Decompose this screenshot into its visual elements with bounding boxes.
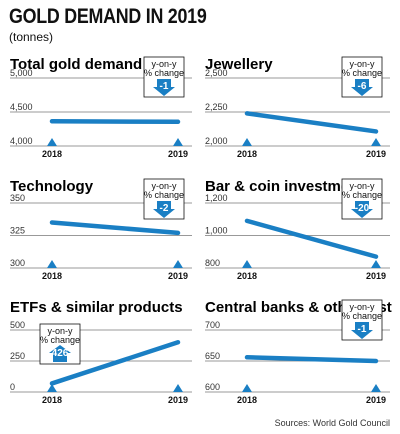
x-tick-label: 2018 — [237, 149, 257, 159]
x-tick-label: 2019 — [168, 395, 188, 405]
x-tick-label: 2019 — [168, 149, 188, 159]
x-tick-marker — [242, 260, 252, 268]
x-tick-marker — [47, 260, 57, 268]
y-tick-label: 800 — [205, 258, 220, 268]
series-line — [49, 118, 181, 125]
x-tick-label: 2018 — [42, 395, 62, 405]
change-label: y-on-y — [47, 326, 73, 336]
change-label: y-on-y — [349, 59, 375, 69]
change-box — [341, 299, 383, 341]
x-tick-label: 2018 — [237, 271, 257, 281]
series-line — [49, 340, 181, 386]
change-value: -6 — [358, 81, 367, 92]
change-value: -20 — [355, 203, 370, 214]
panel-title: Technology — [10, 178, 94, 195]
change-label: y-on-y — [349, 181, 375, 191]
page-subtitle: (tonnes) — [9, 30, 54, 44]
change-value: -1 — [358, 324, 367, 335]
change-label: % change — [144, 68, 184, 78]
panel-title: Bar & coin investments — [205, 178, 372, 195]
change-label: % change — [342, 311, 382, 321]
y-tick-label: 650 — [205, 351, 220, 361]
y-tick-label: 0 — [10, 382, 15, 392]
change-value: -2 — [160, 203, 169, 214]
y-tick-label: 4,000 — [10, 136, 33, 146]
change-value: 426 — [52, 348, 69, 359]
change-label: y-on-y — [151, 59, 177, 69]
x-tick-label: 2018 — [42, 149, 62, 159]
x-tick-marker — [173, 260, 183, 268]
y-tick-label: 2,250 — [205, 102, 228, 112]
x-tick-marker — [242, 138, 252, 146]
change-label: % change — [144, 190, 184, 200]
x-tick-marker — [371, 260, 381, 268]
y-tick-label: 2,500 — [205, 68, 228, 78]
y-tick-label: 5,000 — [10, 68, 33, 78]
arrow-down-icon — [351, 201, 373, 218]
arrow-up-icon — [49, 345, 71, 362]
y-tick-label: 1,200 — [205, 193, 228, 203]
x-tick-label: 2019 — [366, 149, 386, 159]
arrow-down-icon — [153, 201, 175, 218]
panel-title: Total gold demand — [10, 56, 142, 73]
arrow-down-icon — [351, 322, 373, 339]
x-tick-label: 2018 — [42, 271, 62, 281]
y-tick-label: 500 — [10, 320, 25, 330]
y-tick-label: 325 — [10, 226, 25, 236]
y-tick-label: 1,000 — [205, 226, 228, 236]
series-line — [244, 218, 379, 259]
page-title: GOLD DEMAND IN 2019 — [9, 5, 207, 28]
y-tick-label: 350 — [10, 193, 25, 203]
x-tick-marker — [173, 138, 183, 146]
panel-title: Jewellery — [205, 56, 273, 73]
change-label: % change — [40, 335, 80, 345]
x-tick-marker — [47, 384, 57, 392]
x-tick-marker — [371, 138, 381, 146]
x-tick-marker — [173, 384, 183, 392]
change-label: % change — [342, 68, 382, 78]
x-tick-marker — [242, 384, 252, 392]
x-tick-label: 2019 — [168, 271, 188, 281]
change-label: % change — [342, 190, 382, 200]
y-tick-label: 2,000 — [205, 136, 228, 146]
x-tick-marker — [371, 384, 381, 392]
y-tick-label: 4,500 — [10, 102, 33, 112]
source-note: Sources: World Gold Council — [274, 418, 390, 428]
series-line — [244, 355, 379, 364]
x-tick-label: 2019 — [366, 395, 386, 405]
y-tick-label: 700 — [205, 320, 220, 330]
arrow-down-icon — [153, 79, 175, 96]
x-tick-label: 2019 — [366, 271, 386, 281]
series-line — [49, 220, 181, 236]
x-tick-marker — [47, 138, 57, 146]
x-tick-label: 2018 — [237, 395, 257, 405]
y-tick-label: 250 — [10, 351, 25, 361]
change-value: -1 — [160, 81, 169, 92]
change-label: y-on-y — [151, 181, 177, 191]
arrow-down-icon — [351, 79, 373, 96]
change-label: y-on-y — [349, 302, 375, 312]
y-tick-label: 300 — [10, 258, 25, 268]
series-line — [244, 111, 379, 134]
y-tick-label: 600 — [205, 382, 220, 392]
panel-title: ETFs & similar products — [10, 299, 183, 316]
